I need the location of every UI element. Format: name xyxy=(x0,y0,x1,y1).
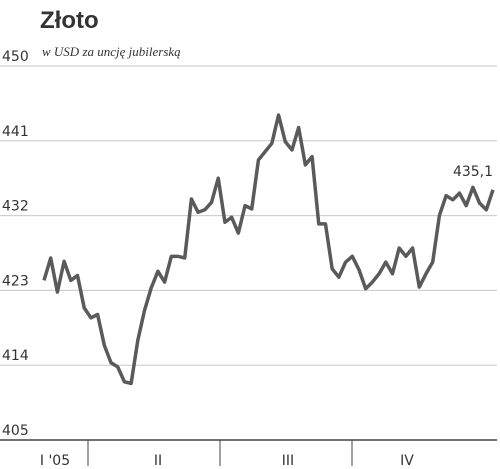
x-tick-label: I '05 xyxy=(40,453,70,469)
line-series xyxy=(42,113,495,386)
x-tick-label: II xyxy=(154,453,162,469)
chart-subtitle: w USD za uncję jubilerską xyxy=(42,44,181,59)
x-tick-label: IV xyxy=(400,453,414,469)
x-tick-label: III xyxy=(282,453,294,469)
y-tick-label: 450 xyxy=(2,49,29,65)
y-tick-label: 441 xyxy=(2,124,29,140)
y-tick-label: 414 xyxy=(2,348,29,364)
y-tick-label: 432 xyxy=(2,199,29,215)
y-tick-label: 423 xyxy=(2,273,29,289)
data-label: 435,1 xyxy=(453,164,493,180)
y-tick-label: 405 xyxy=(2,423,29,439)
chart-title: Złoto xyxy=(40,7,99,34)
